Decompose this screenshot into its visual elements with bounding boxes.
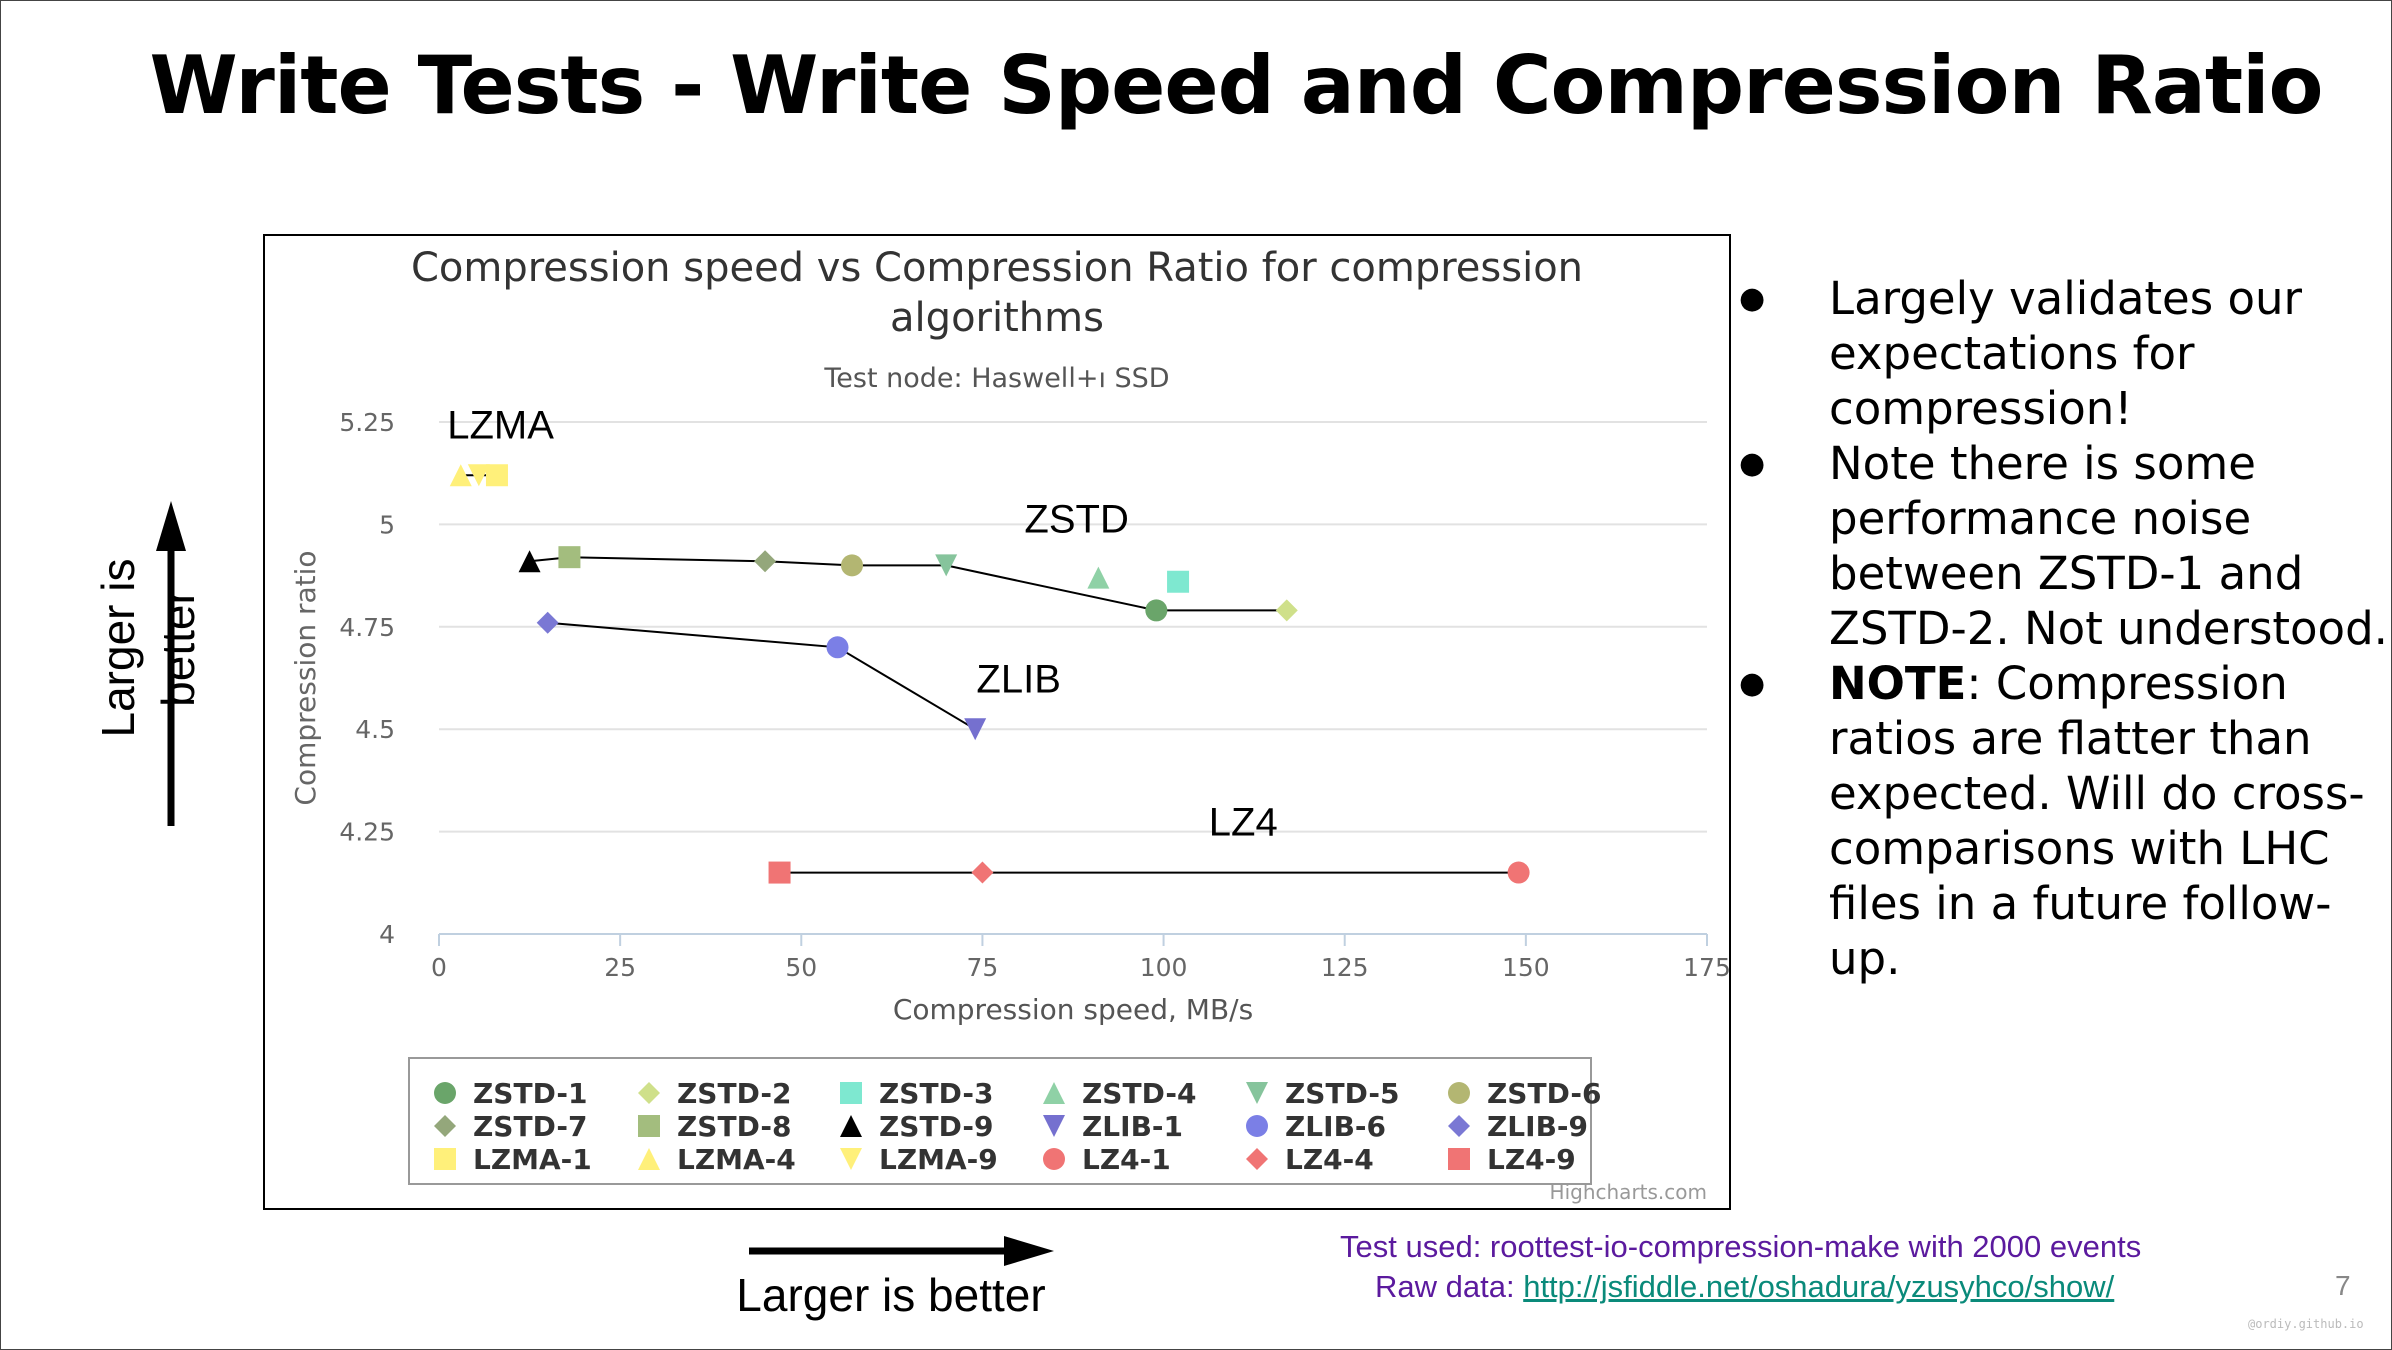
legend-label: LZ4-9: [1487, 1143, 1576, 1176]
legend-label: ZSTD-3: [879, 1077, 993, 1110]
scatter-chart: Compression speed vs Compression Ratio f…: [289, 245, 1729, 1204]
legend-label: ZSTD-2: [677, 1077, 791, 1110]
y-tick-label: 4: [379, 920, 395, 949]
slide-title: Write Tests - Write Speed and Compressio…: [149, 39, 2324, 132]
legend-marker: [638, 1082, 660, 1104]
legend-label: ZLIB-6: [1285, 1110, 1386, 1143]
point-lzma-9: [467, 464, 490, 487]
legend-label: ZSTD-7: [473, 1110, 587, 1143]
legend-marker: [434, 1148, 456, 1170]
chart-subtitle: Test node: Haswell+ı SSD: [823, 363, 1169, 394]
page-number: 7: [2335, 1270, 2351, 1301]
legend-label: ZLIB-1: [1082, 1110, 1183, 1143]
chart-container: Compression speed vs Compression Ratio f…: [263, 234, 1731, 1210]
point-zlib-9: [536, 611, 559, 634]
legend-marker: [840, 1115, 862, 1137]
legend-label: LZ4-4: [1285, 1143, 1374, 1176]
x-tick-label: 125: [1321, 953, 1369, 982]
legend-label: LZMA-4: [677, 1143, 796, 1176]
point-zstd-6: [841, 554, 864, 577]
x-tick-label: 100: [1140, 953, 1188, 982]
up-arrow-icon: [156, 501, 186, 826]
y-axis-arrow-label: Larger is better: [92, 558, 204, 738]
chart-credits: Highcharts.com: [1550, 1180, 1707, 1204]
legend-marker: [840, 1148, 862, 1170]
legend-marker: [840, 1082, 862, 1104]
y-tick-label: 5: [379, 510, 395, 539]
legend-label: LZ4-1: [1082, 1143, 1171, 1176]
x-tick-label: 25: [604, 953, 636, 982]
point-lzma-4: [449, 464, 472, 487]
y-tick-label: 4.25: [339, 818, 395, 847]
series-line-zlib: [547, 621, 976, 731]
group-label-lzma: LZMA: [447, 403, 554, 447]
point-lz4-9: [768, 861, 791, 884]
legend-marker: [1043, 1115, 1065, 1137]
legend-marker: [1246, 1115, 1268, 1137]
point-zstd-9: [518, 550, 541, 573]
raw-data-note: Raw data: http://jsfiddle.net/oshadura/y…: [1375, 1269, 2114, 1305]
legend-label: LZMA-9: [879, 1143, 998, 1176]
legend-label: ZSTD-4: [1082, 1077, 1196, 1110]
bullet-item: NOTE: Compression ratios are flatter tha…: [1739, 656, 2392, 986]
y-tick-label: 4.5: [355, 715, 395, 744]
point-zstd-4: [1087, 566, 1110, 589]
legend-marker: [1246, 1148, 1268, 1170]
test-used-note: Test used: roottest-io-compression-make …: [1340, 1229, 2142, 1264]
point-lz4-4: [971, 861, 994, 884]
chart-title: Compression speed vs Compression Ratio f…: [411, 245, 1583, 291]
bullet-bold: NOTE: [1829, 657, 1967, 710]
bullet-item: Largely validates our expectations for c…: [1739, 271, 2392, 436]
raw-data-link[interactable]: http://jsfiddle.net/oshadura/yzusyhco/sh…: [1523, 1269, 2115, 1304]
legend-label: ZSTD-6: [1487, 1077, 1601, 1110]
point-zstd-2: [1275, 599, 1298, 622]
legend-marker: [638, 1115, 660, 1137]
legend-box: [408, 1057, 1592, 1185]
legend-marker: [1246, 1082, 1268, 1104]
group-label-zstd: ZSTD: [1024, 498, 1128, 542]
x-tick-label: 0: [431, 953, 447, 982]
legend-marker: [1043, 1082, 1065, 1104]
bullet-item: Note there is some performance noise bet…: [1739, 436, 2392, 656]
point-zstd-5: [935, 554, 958, 577]
legend-label: ZSTD-1: [473, 1077, 587, 1110]
point-zlib-1: [964, 718, 987, 741]
y-tick-label: 4.75: [339, 613, 395, 642]
x-tick-label: 75: [967, 953, 999, 982]
legend-label: ZSTD-5: [1285, 1077, 1399, 1110]
x-tick-label: 50: [785, 953, 817, 982]
legend-marker: [1448, 1148, 1470, 1170]
right-arrow-icon: [749, 1236, 1054, 1266]
point-zstd-1: [1145, 599, 1168, 622]
legend-marker: [1448, 1082, 1470, 1104]
x-axis-title: Compression speed, MB/s: [893, 993, 1253, 1026]
x-tick-label: 175: [1683, 953, 1729, 982]
point-zstd-8: [558, 546, 581, 569]
raw-data-label: Raw data:: [1375, 1269, 1524, 1304]
legend-marker: [434, 1115, 456, 1137]
legend-marker: [434, 1082, 456, 1104]
point-lzma-1: [485, 464, 508, 487]
point-zstd-3: [1167, 570, 1190, 593]
y-tick-label: 5.25: [339, 408, 395, 437]
y-axis-title: Compression ratio: [289, 550, 322, 805]
x-axis-arrow-label: Larger is better: [736, 1269, 1046, 1321]
legend-label: ZSTD-8: [677, 1110, 791, 1143]
watermark: @ordiy.github.io: [2248, 1317, 2364, 1331]
legend-label: ZSTD-9: [879, 1110, 993, 1143]
point-zstd-7: [754, 550, 777, 573]
legend-marker: [1043, 1148, 1065, 1170]
point-zlib-6: [826, 636, 849, 659]
legend-marker: [638, 1148, 660, 1170]
chart-title-line2: algorithms: [890, 295, 1104, 341]
group-label-lz4: LZ4: [1209, 801, 1278, 845]
legend-label: LZMA-1: [473, 1143, 592, 1176]
point-lz4-1: [1507, 861, 1530, 884]
legend-label: ZLIB-9: [1487, 1110, 1588, 1143]
legend-marker: [1448, 1115, 1470, 1137]
group-label-zlib: ZLIB: [976, 657, 1060, 701]
x-tick-label: 150: [1502, 953, 1550, 982]
bullet-list: Largely validates our expectations for c…: [1739, 271, 2392, 986]
